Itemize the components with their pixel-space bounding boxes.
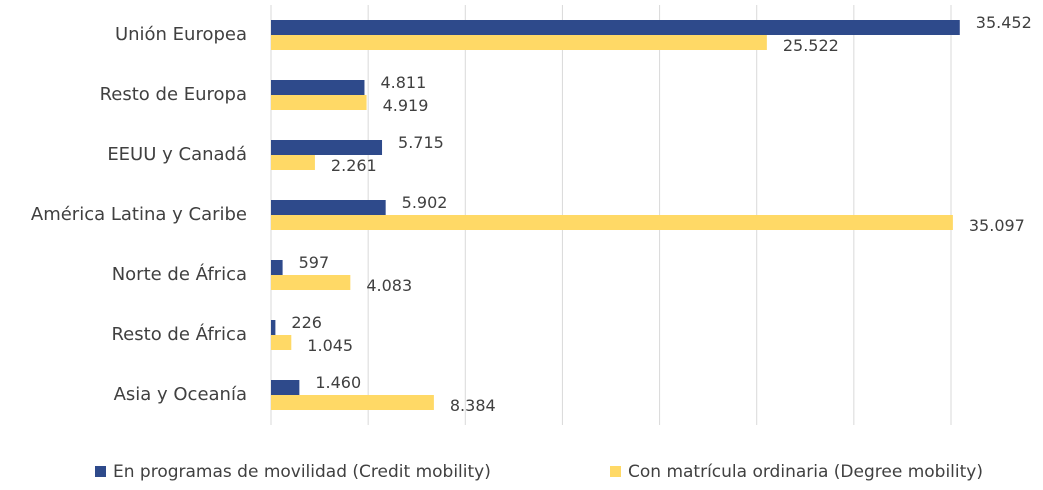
data-label: 25.522 xyxy=(783,36,839,55)
bar xyxy=(271,335,292,350)
bar xyxy=(271,95,367,110)
data-label: 4.919 xyxy=(383,96,429,115)
data-label: 597 xyxy=(299,253,330,272)
data-label: 5.715 xyxy=(398,133,444,152)
bar xyxy=(271,140,383,155)
bar xyxy=(271,320,276,335)
bar xyxy=(271,80,365,95)
bar xyxy=(271,395,434,410)
bar xyxy=(271,35,767,50)
bar xyxy=(271,155,315,170)
y-tick-label: Resto de África xyxy=(111,323,247,345)
data-label: 35.097 xyxy=(969,216,1025,235)
data-label: 1.460 xyxy=(315,373,361,392)
legend-swatch xyxy=(95,466,106,477)
bar xyxy=(271,380,300,395)
legend-swatch xyxy=(610,466,621,477)
data-label: 2.261 xyxy=(331,156,377,175)
data-label: 226 xyxy=(291,313,322,332)
y-tick-label: EEUU y Canadá xyxy=(107,144,247,165)
data-label: 35.452 xyxy=(976,13,1032,32)
legend-label: Con matrícula ordinaria (Degree mobility… xyxy=(628,462,983,482)
bar xyxy=(271,200,386,215)
bar xyxy=(271,275,351,290)
y-tick-label: Norte de África xyxy=(112,263,247,285)
data-label: 8.384 xyxy=(450,396,496,415)
bar xyxy=(271,20,960,35)
legend-label: En programas de movilidad (Credit mobili… xyxy=(113,462,491,482)
y-tick-label: América Latina y Caribe xyxy=(31,204,247,225)
y-tick-label: Asia y Oceanía xyxy=(114,384,247,405)
y-tick-label: Unión Europea xyxy=(115,24,247,45)
data-label: 1.045 xyxy=(307,336,353,355)
y-tick-label: Resto de Europa xyxy=(100,84,247,105)
data-label: 5.902 xyxy=(402,193,448,212)
data-label: 4.083 xyxy=(366,276,412,295)
bar xyxy=(271,260,283,275)
data-label: 4.811 xyxy=(380,73,426,92)
bar xyxy=(271,215,953,230)
